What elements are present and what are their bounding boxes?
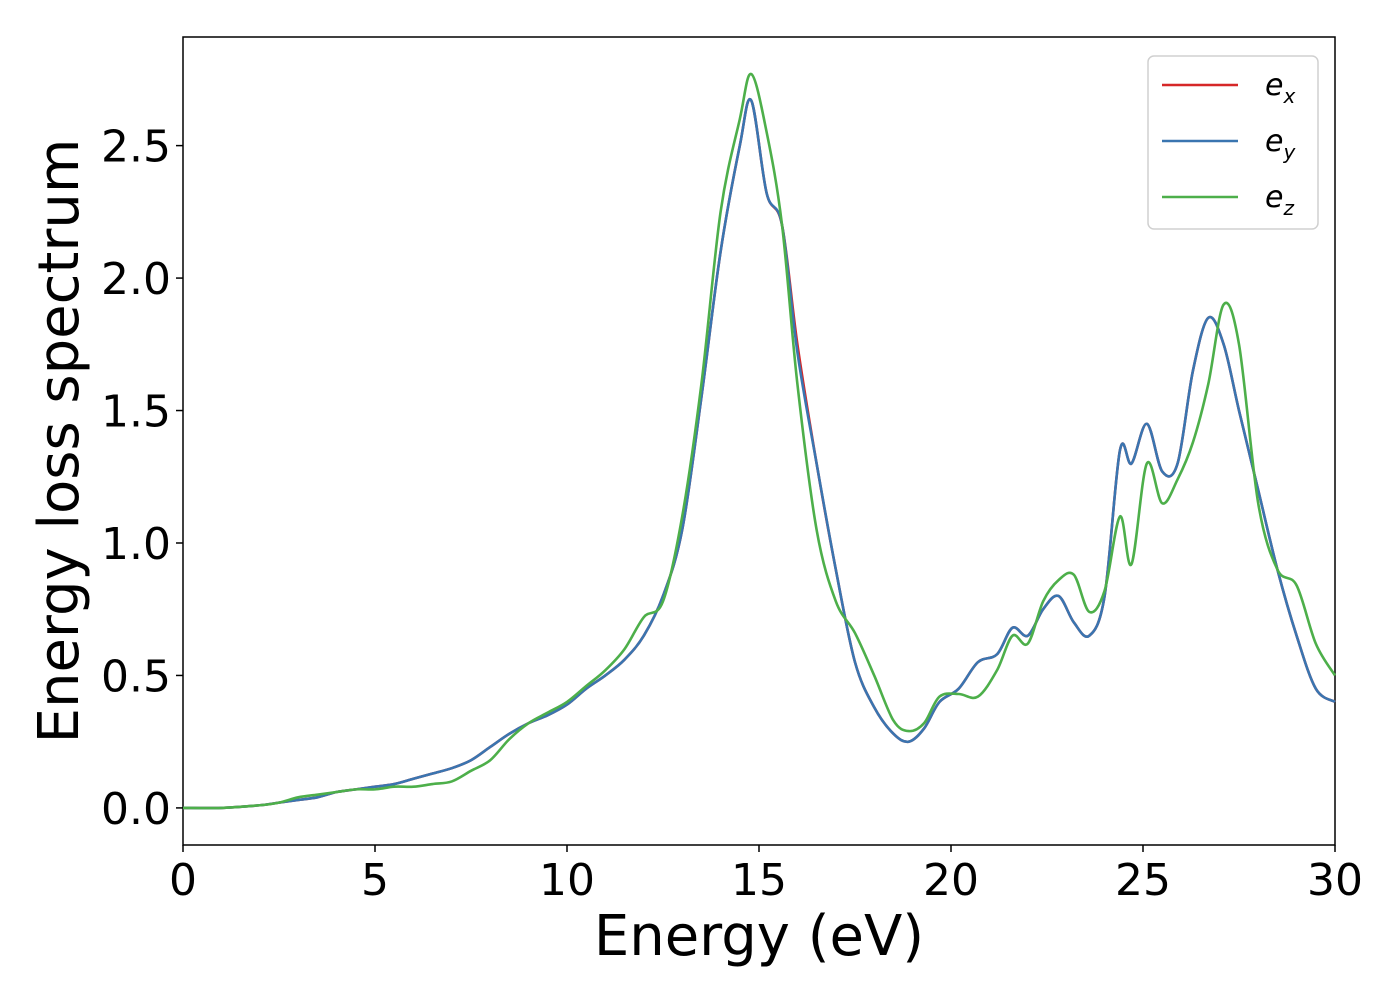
y-tick-label: 2.5 (101, 122, 171, 173)
x-tick-label: 15 (731, 855, 787, 906)
x-tick-label: 25 (1115, 855, 1171, 906)
y-tick-label: 1.0 (101, 519, 171, 570)
x-tick-label: 20 (923, 855, 979, 906)
x-tick-label: 10 (539, 855, 595, 906)
y-tick-label: 1.5 (101, 387, 171, 438)
series-line-y (182, 97, 1336, 810)
y-tick-label: 2.0 (101, 254, 171, 305)
y-axis-title: Energy loss spectrum (27, 139, 92, 744)
x-tick-label: 0 (169, 855, 197, 906)
x-tick-label: 5 (361, 855, 389, 906)
y-tick-label: 0.0 (101, 784, 171, 835)
x-tick-label: 30 (1307, 855, 1363, 906)
y-axis-ticks: 0.0 0.5 1.0 1.5 2.0 2.5 (101, 122, 183, 835)
y-tick-label: 0.5 (101, 651, 171, 702)
legend-box (1147, 55, 1319, 230)
x-axis-title: Energy (eV) (594, 904, 924, 969)
plot-area (182, 36, 1336, 846)
series-line-z (182, 72, 1337, 810)
x-axis-ticks: 0 5 10 15 20 25 30 (169, 845, 1363, 906)
series-layer (182, 72, 1337, 810)
